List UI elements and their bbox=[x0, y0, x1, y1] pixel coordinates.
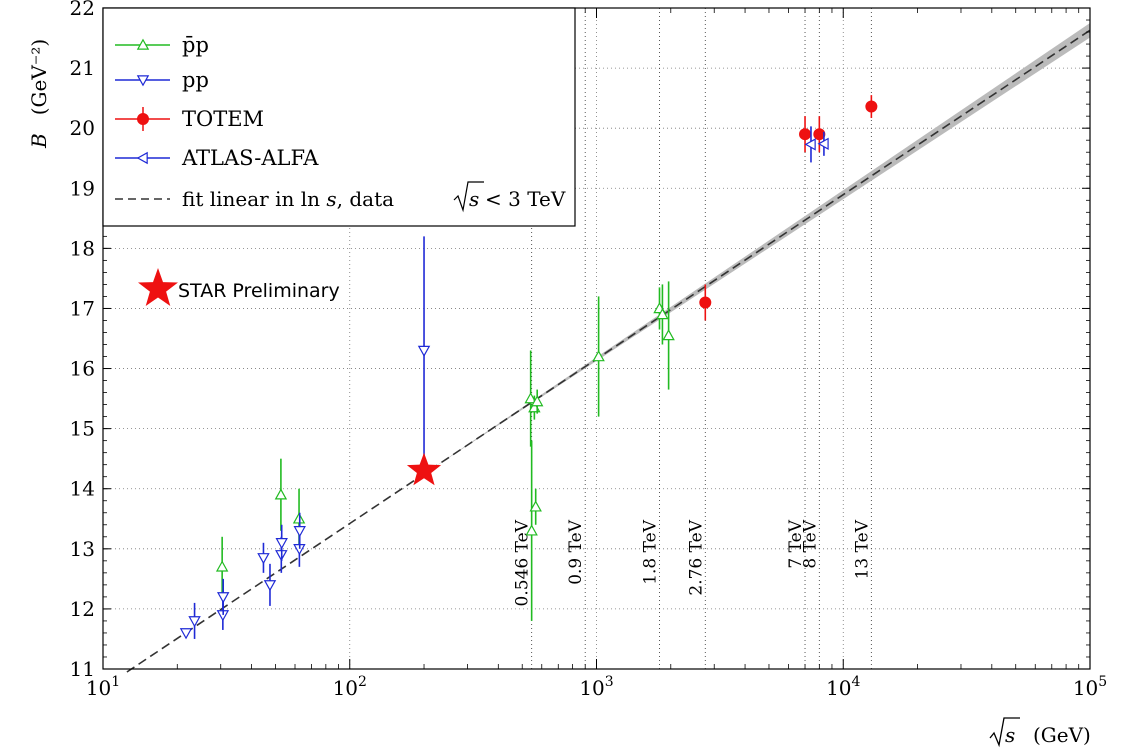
y-tick-label: 19 bbox=[70, 176, 95, 200]
svg-text:< 3 TeV: < 3 TeV bbox=[485, 187, 566, 211]
point-marker bbox=[293, 526, 306, 538]
energy-marker-label: 0.546 TeV bbox=[513, 519, 533, 606]
energy-marker-label: 1.8 TeV bbox=[640, 519, 660, 585]
y-tick-label: 20 bbox=[70, 116, 95, 140]
plot-frame bbox=[102, 7, 1091, 670]
svg-text:s: s bbox=[469, 187, 479, 211]
point-marker bbox=[529, 500, 542, 512]
legend-item-1: p̄p bbox=[115, 33, 209, 57]
svg-text:B(GeV⁻²): B (GeV⁻²) bbox=[27, 39, 51, 149]
svg-text:fit linear in ln s, data: fit linear in ln s, data bbox=[182, 187, 394, 211]
y-axis-label: B bbox=[27, 133, 51, 149]
point-marker bbox=[813, 128, 826, 141]
point-marker bbox=[799, 128, 812, 141]
data-points bbox=[179, 95, 878, 640]
legend-item-fit: fit linear in ln s, data s < 3 TeV bbox=[115, 181, 566, 213]
x-tick-label: 101 bbox=[86, 674, 120, 700]
star-preliminary-point bbox=[138, 268, 442, 486]
point-marker bbox=[699, 296, 712, 309]
series-totem bbox=[699, 95, 878, 321]
fit-band-and-line bbox=[126, 23, 1091, 673]
point-marker bbox=[656, 308, 669, 320]
energy-marker-label: 8 TeV bbox=[800, 519, 820, 568]
energy-marker-label: 0.9 TeV bbox=[566, 519, 586, 585]
legend-label: TOTEM bbox=[182, 107, 264, 131]
legend-item-4: ATLAS-ALFA bbox=[115, 146, 319, 170]
point-marker bbox=[136, 38, 150, 50]
point-marker bbox=[263, 580, 277, 592]
point-marker bbox=[275, 538, 288, 550]
legend-label: pp bbox=[182, 68, 209, 92]
star-legend-symbol bbox=[138, 268, 178, 306]
point-marker bbox=[257, 553, 270, 565]
legend: p̄p pp TOTEM ATLAS-ALFA fit linear in ln s,… bbox=[102, 7, 576, 227]
y-tick-label: 22 bbox=[70, 0, 95, 20]
tick-labels: 11 12 13 14 15 16 17 18 19 20 21 22 101 102 103 104 105 bbox=[70, 0, 1108, 700]
fit-line bbox=[126, 29, 1091, 673]
x-axis-title: s (GeV) bbox=[989, 717, 1091, 748]
y-tick-label: 18 bbox=[70, 236, 95, 260]
point-marker bbox=[215, 560, 229, 572]
y-axis-title: B (GeV⁻²) bbox=[27, 39, 51, 149]
energy-marker-label: 13 TeV bbox=[852, 519, 872, 579]
x-tick-label: 102 bbox=[333, 674, 367, 700]
series-p-p bbox=[215, 281, 675, 621]
point-marker bbox=[524, 392, 537, 404]
x-axis-unit: (GeV) bbox=[1033, 723, 1091, 747]
y-tick-label: 14 bbox=[70, 477, 95, 501]
point-marker bbox=[865, 100, 878, 113]
energy-marker-label: 7 TeV bbox=[786, 519, 806, 568]
series-atlas-alfa bbox=[804, 126, 829, 163]
y-tick-label: 13 bbox=[70, 537, 95, 561]
legend-label: p̄p bbox=[182, 33, 209, 57]
point-marker bbox=[592, 350, 605, 362]
point-marker bbox=[417, 345, 431, 357]
x-tick-label: 103 bbox=[579, 674, 613, 700]
y-axis-unit: (GeV⁻²) bbox=[27, 39, 51, 115]
point-marker bbox=[216, 592, 230, 604]
point-marker bbox=[136, 75, 150, 87]
svg-text:s: s bbox=[1005, 723, 1015, 747]
series-pp bbox=[179, 236, 431, 640]
point-marker bbox=[525, 524, 538, 536]
y-tick-label: 17 bbox=[70, 296, 95, 320]
y-tick-label: 16 bbox=[70, 357, 95, 381]
star-point bbox=[406, 452, 442, 486]
fit-uncertainty-band bbox=[424, 23, 1090, 475]
point-marker bbox=[136, 151, 148, 165]
axes-frame bbox=[102, 7, 1091, 670]
point-marker bbox=[817, 137, 829, 151]
x-tick-label: 105 bbox=[1073, 674, 1107, 700]
point-marker bbox=[137, 113, 149, 125]
x-tick-label: 104 bbox=[826, 674, 860, 700]
point-marker bbox=[804, 138, 816, 151]
legend-item-3: TOTEM bbox=[115, 107, 264, 131]
point-marker bbox=[179, 628, 193, 640]
energy-marker-label: 2.76 TeV bbox=[686, 519, 706, 595]
y-tick-label: 12 bbox=[70, 597, 95, 621]
y-tick-label: 11 bbox=[70, 657, 95, 681]
legend-label: ATLAS-ALFA bbox=[181, 146, 319, 170]
y-tick-label: 21 bbox=[70, 56, 95, 80]
point-marker bbox=[530, 395, 544, 407]
point-marker bbox=[188, 616, 201, 628]
star-preliminary-label: STAR Preliminary bbox=[178, 280, 340, 302]
point-marker bbox=[662, 329, 675, 341]
y-tick-label: 15 bbox=[70, 417, 95, 441]
point-marker bbox=[274, 488, 288, 500]
legend-item-2: pp bbox=[115, 68, 209, 92]
